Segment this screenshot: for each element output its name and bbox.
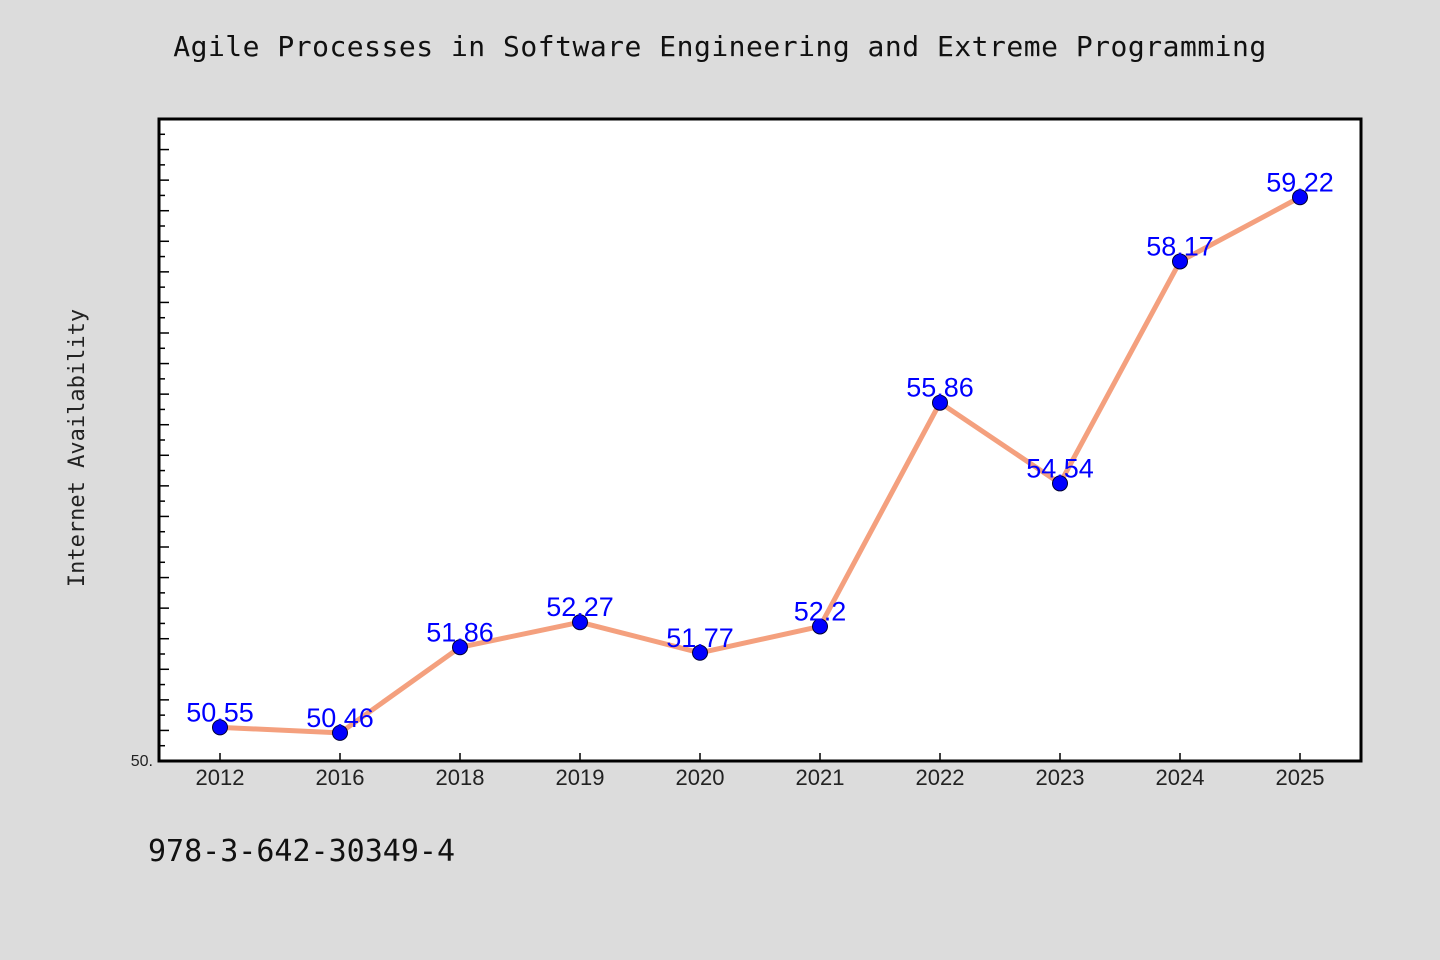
x-tick-label: 2025 <box>1276 765 1325 790</box>
data-point <box>1172 253 1188 270</box>
data-label: 52.27 <box>546 592 614 622</box>
plot-area <box>157 117 1363 763</box>
x-tick-label: 2024 <box>1156 765 1205 790</box>
data-label: 50.46 <box>306 703 374 733</box>
data-markers <box>212 189 1308 741</box>
chart-title: Agile Processes in Software Engineering … <box>173 30 1267 63</box>
data-label: 55.86 <box>906 373 974 403</box>
x-tick-label: 2022 <box>916 765 965 790</box>
x-axis-ticks: 2012 2016 2018 2019 2020 2021 2022 2023 2024 2025 <box>196 753 1325 790</box>
data-label: 50.55 <box>186 697 254 727</box>
y-axis-ticks <box>159 133 169 747</box>
data-label: 51.86 <box>426 617 494 647</box>
data-label: 52.2 <box>794 596 847 626</box>
data-point <box>692 644 708 661</box>
y-axis-label: Internet Availability <box>65 309 90 587</box>
y-tick-label-min: 50. <box>131 753 153 770</box>
data-point <box>932 394 948 411</box>
x-tick-label: 2016 <box>316 765 365 790</box>
x-tick-label: 2019 <box>556 765 605 790</box>
series-line-group <box>217 194 1303 736</box>
series-line <box>217 194 1303 736</box>
data-point <box>1052 475 1068 492</box>
data-point <box>812 618 828 635</box>
data-label: 59.22 <box>1266 167 1334 197</box>
x-tick-label: 2020 <box>676 765 725 790</box>
data-label: 51.77 <box>666 623 734 653</box>
data-label: 58.17 <box>1146 231 1214 261</box>
x-tick-label: 2021 <box>796 765 845 790</box>
data-point <box>332 724 348 741</box>
x-tick-label: 2023 <box>1036 765 1085 790</box>
data-point <box>212 719 228 736</box>
x-tick-label: 2012 <box>196 765 245 790</box>
data-point <box>572 614 588 631</box>
footer-isbn: 978-3-642-30349-4 <box>148 834 456 869</box>
data-labels: 50.55 50.46 51.86 52.27 51.77 52.2 55.86 54.54 5… <box>186 167 1334 733</box>
data-label: 54.54 <box>1026 453 1094 483</box>
data-point <box>452 639 468 656</box>
x-tick-label: 2018 <box>436 765 485 790</box>
data-point <box>1292 189 1308 206</box>
